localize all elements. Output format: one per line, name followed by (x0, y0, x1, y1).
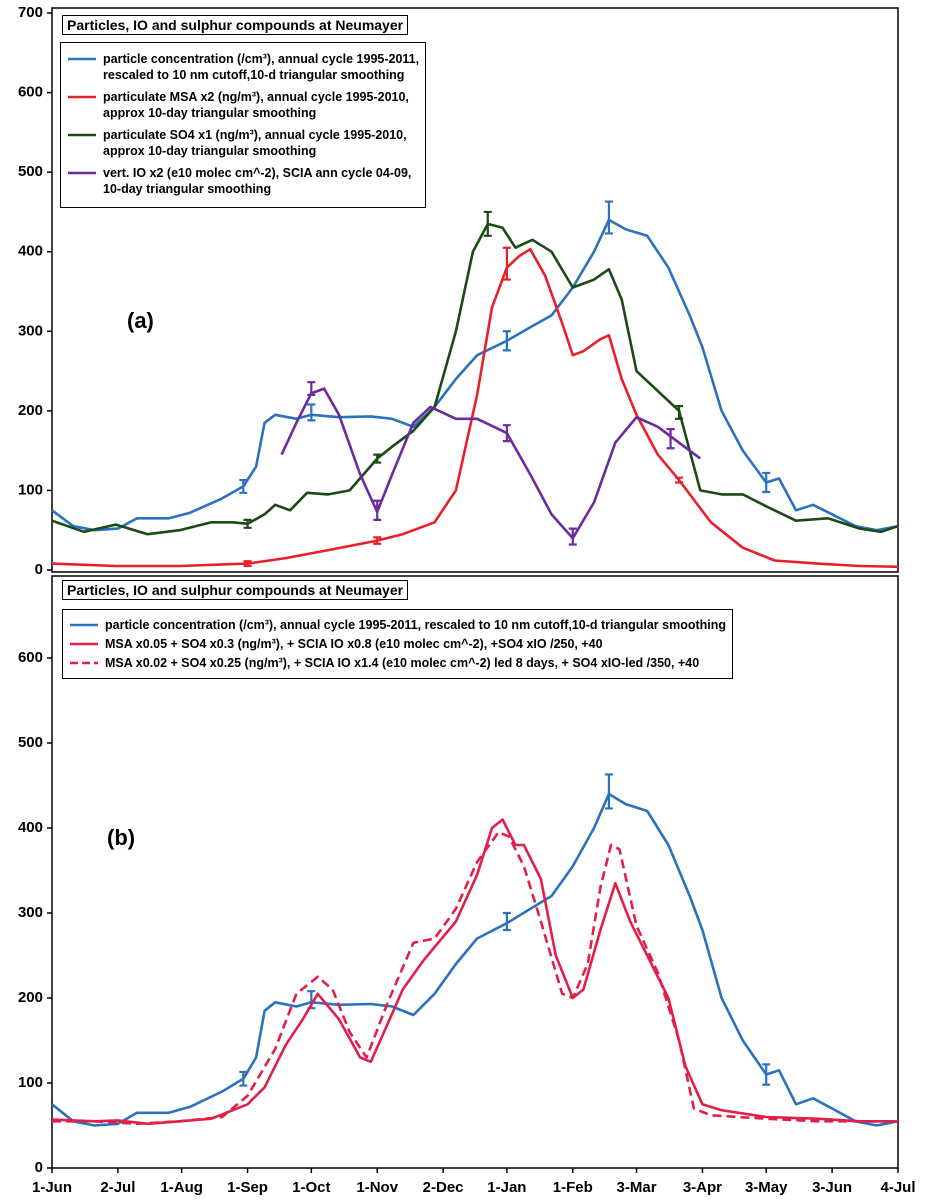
series-line (51, 248, 899, 569)
x-tick-label: 1-Oct (292, 1179, 330, 1196)
error-bar (307, 403, 316, 422)
error-bar (373, 536, 382, 545)
legend-label: MSA x0.05 + SO4 x0.3 (ng/m³), + SCIA IO … (105, 637, 603, 651)
legend-swatch (70, 642, 98, 646)
x-tick-label: 3-Jun (812, 1179, 852, 1196)
y-tick-label: 300 (18, 904, 43, 921)
error-bar (307, 381, 316, 397)
legend-swatch (70, 623, 98, 627)
legend-swatch (68, 133, 96, 137)
legend-swatch (70, 661, 98, 665)
x-tick-label: 1-Jun (32, 1179, 72, 1196)
x-tick-label: 2-Dec (423, 1179, 464, 1196)
y-tick-label: 400 (18, 819, 43, 836)
error-bar (762, 471, 771, 494)
y-tick-label: 200 (18, 989, 43, 1006)
x-tick-label: 3-Mar (617, 1179, 657, 1196)
x-tick-label: 1-Nov (356, 1179, 398, 1196)
panel-label: (b) (107, 825, 136, 850)
error-bar (373, 499, 382, 521)
y-tick-label: 100 (18, 1074, 43, 1091)
y-tick-label: 0 (35, 561, 43, 578)
legend-label: MSA x0.02 + SO4 x0.25 (ng/m³), + SCIA IO… (105, 656, 700, 670)
y-tick-label: 0 (35, 1159, 43, 1176)
legend-label: particulate SO4 x1 (ng/m³), annual cycle… (103, 128, 407, 158)
legend-label: particle concentration (/cm³), annual cy… (105, 618, 727, 632)
y-tick-label: 600 (18, 649, 43, 666)
legend-swatch (68, 95, 96, 99)
error-bar (762, 1063, 771, 1086)
legend-swatch (68, 171, 96, 175)
error-bar (675, 404, 684, 420)
legend: particle concentration (/cm³), annual cy… (62, 609, 734, 679)
error-bar (502, 246, 511, 281)
legend: particle concentration (/cm³), annual cy… (60, 42, 427, 208)
legend-entry: MSA x0.02 + SO4 x0.25 (ng/m³), + SCIA IO… (69, 655, 726, 671)
legend-label: particulate MSA x2 (ng/m³), annual cycle… (103, 90, 409, 120)
legend-entry: particle concentration (/cm³), annual cy… (67, 51, 419, 83)
y-tick-label: 500 (18, 734, 43, 751)
x-tick-label: 1-Feb (553, 1179, 593, 1196)
y-tick-label: 200 (18, 402, 43, 419)
panel-label: (a) (127, 308, 154, 333)
legend-swatch (68, 57, 96, 61)
error-bar (604, 200, 613, 235)
y-tick-label: 500 (18, 163, 43, 180)
error-bar (604, 773, 613, 810)
error-bar (675, 476, 684, 484)
x-tick-label: 3-May (745, 1179, 788, 1196)
legend-entry: particle concentration (/cm³), annual cy… (69, 617, 726, 633)
series-line (280, 387, 702, 540)
x-tick-label: 1-Jan (487, 1179, 526, 1196)
error-bar (502, 330, 511, 352)
x-tick-label: 2-Jul (100, 1179, 135, 1196)
error-bar (243, 560, 252, 568)
y-tick-label: 400 (18, 243, 43, 260)
y-tick-label: 700 (18, 4, 43, 21)
y-tick-label: 100 (18, 481, 43, 498)
legend-entry: vert. IO x2 (e10 molec cm^-2), SCIA ann … (67, 165, 419, 197)
error-bar (243, 518, 252, 529)
series-line (51, 792, 899, 1127)
x-tick-label: 1-Aug (160, 1179, 203, 1196)
legend-entry: particulate SO4 x1 (ng/m³), annual cycle… (67, 127, 419, 159)
error-bar (502, 911, 511, 932)
chart-title: Particles, IO and sulphur compounds at N… (62, 580, 409, 600)
error-bar (502, 424, 511, 443)
error-bar (483, 210, 492, 237)
chart-title: Particles, IO and sulphur compounds at N… (62, 15, 409, 35)
error-bar (568, 527, 577, 546)
y-tick-label: 300 (18, 322, 43, 339)
y-tick-label: 600 (18, 84, 43, 101)
plot-frame (51, 575, 899, 1169)
series-line (52, 831, 898, 1126)
x-tick-label: 3-Apr (683, 1179, 722, 1196)
legend-entry: MSA x0.05 + SO4 x0.3 (ng/m³), + SCIA IO … (69, 636, 726, 652)
x-tick-label: 1-Sep (227, 1179, 268, 1196)
error-bar (239, 478, 248, 494)
series-line (51, 222, 899, 536)
x-tick-label: 4-Jul (880, 1179, 915, 1196)
legend-label: vert. IO x2 (e10 molec cm^-2), SCIA ann … (103, 166, 412, 196)
series-line (51, 218, 899, 532)
error-bar (373, 453, 382, 464)
series-line (51, 818, 898, 1126)
legend-entry: particulate MSA x2 (ng/m³), annual cycle… (67, 89, 419, 121)
plot-frame (51, 7, 899, 573)
legend-label: particle concentration (/cm³), annual cy… (103, 52, 420, 82)
error-bar (666, 428, 675, 450)
error-bar (239, 1070, 248, 1087)
